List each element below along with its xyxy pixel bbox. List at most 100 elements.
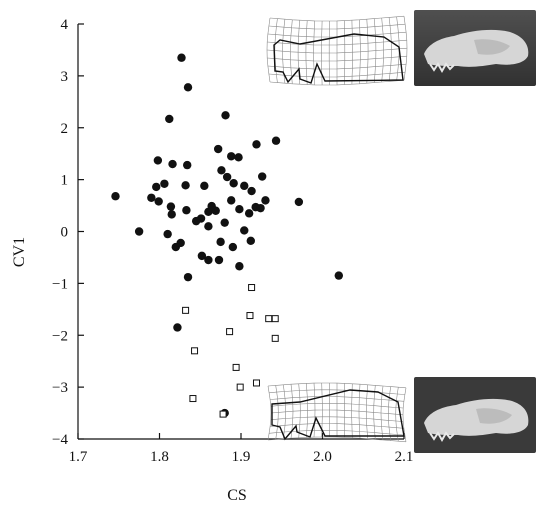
grid-line — [359, 19, 361, 84]
data-point-filled — [220, 218, 229, 227]
y-tick-label: 0 — [61, 225, 69, 241]
skull-photo-bottom — [414, 377, 536, 453]
data-point-filled — [182, 206, 191, 215]
data-point-filled — [183, 272, 193, 282]
skull-photo-icon — [414, 10, 536, 86]
x-tick-label: 1.8 — [150, 449, 169, 465]
x-tick-label: 1.7 — [69, 449, 88, 465]
y-tick-label: −2 — [52, 328, 68, 344]
grid-line — [358, 384, 361, 439]
data-point-filled — [240, 226, 249, 235]
data-point-filled — [217, 166, 226, 175]
data-point-open — [271, 315, 279, 323]
data-point-open — [271, 334, 279, 342]
data-point-filled — [154, 197, 163, 206]
data-point-filled — [163, 229, 172, 239]
y-tick-label: −3 — [52, 380, 68, 396]
ticks — [77, 23, 405, 440]
grid-line — [387, 386, 391, 441]
x-tick-label: 2.1 — [395, 449, 414, 465]
data-point-filled — [167, 210, 176, 219]
data-point-filled — [252, 140, 261, 149]
data-point-filled — [247, 186, 256, 196]
y-tick-label: −4 — [52, 432, 68, 448]
data-point-filled — [257, 172, 267, 181]
data-point-filled — [197, 251, 207, 261]
data-point-filled — [228, 242, 238, 252]
data-point-filled — [204, 222, 213, 231]
data-point-open — [189, 395, 197, 403]
grid-line — [373, 385, 376, 440]
x-tick-label: 1.9 — [232, 449, 251, 465]
data-point-filled — [111, 192, 120, 201]
data-point-filled — [204, 255, 213, 265]
data-point-filled — [221, 111, 230, 120]
y-axis-label: CV1 — [11, 237, 28, 267]
y-tick-label: 4 — [61, 17, 69, 33]
data-point-open — [248, 284, 256, 292]
data-point-filled — [214, 255, 224, 265]
y-tick-label: −1 — [52, 276, 68, 292]
data-point-filled — [147, 193, 156, 202]
grid-line — [305, 20, 308, 85]
data-point-filled — [160, 179, 169, 188]
grid-line — [388, 17, 392, 82]
grid-line — [267, 385, 272, 441]
data-point-filled — [256, 203, 265, 213]
data-point-open — [232, 363, 240, 371]
data-point-filled — [200, 181, 209, 191]
landmark-outline — [271, 389, 405, 441]
x-tick-label: 2.0 — [313, 449, 332, 465]
data-point-filled — [234, 153, 243, 162]
data-point-filled — [165, 114, 174, 124]
data-point-filled — [166, 202, 176, 211]
data-point-filled — [261, 196, 270, 205]
data-point-filled — [216, 237, 225, 247]
data-point-filled — [246, 236, 255, 246]
y-tick-label: 2 — [61, 121, 69, 137]
grid-line — [365, 384, 368, 439]
data-point-open — [191, 347, 199, 355]
data-point-open — [246, 312, 254, 320]
data-point-open — [219, 410, 227, 418]
data-point-filled — [176, 238, 185, 248]
data-point-filled — [168, 159, 177, 169]
data-point-open — [236, 383, 244, 391]
grid-line — [351, 20, 353, 85]
data-point-filled — [240, 181, 249, 191]
data-point-filled — [235, 204, 244, 214]
grid-line — [395, 387, 399, 442]
data-point-filled — [227, 196, 236, 205]
data-point-filled — [235, 262, 244, 271]
data-point-filled — [207, 201, 216, 211]
data-point-filled — [294, 197, 304, 207]
deformation-grid-negative — [267, 382, 407, 443]
deformation-grid-positive — [266, 15, 408, 86]
grid-line — [380, 385, 384, 441]
data-point-filled — [222, 172, 232, 182]
skull-photo-icon — [414, 377, 536, 453]
data-point-filled — [213, 144, 223, 154]
data-point-filled — [173, 323, 182, 332]
skull-photo-top — [414, 10, 536, 86]
grid-line — [381, 17, 385, 83]
grid-line — [373, 18, 377, 83]
data-point-filled — [134, 227, 144, 236]
data-point-filled — [227, 152, 236, 161]
data-point-filled — [271, 136, 281, 145]
data-points — [111, 53, 343, 418]
x-axis-label: CS — [227, 487, 247, 504]
grid-line — [290, 384, 294, 439]
grid-line — [351, 383, 353, 438]
data-point-filled — [334, 271, 343, 280]
grid-line — [298, 383, 301, 438]
grid-line — [321, 382, 323, 438]
grid-line — [269, 15, 405, 22]
grid-line — [283, 384, 287, 439]
grid-line — [366, 19, 369, 84]
data-point-open — [226, 328, 234, 336]
data-point-filled — [183, 83, 193, 92]
grid-line — [306, 383, 309, 438]
data-point-filled — [177, 53, 186, 62]
tick-labels: 1.7 1.8 1.9 2.0 2.1 −4 −3 −2 −1 0 1 2 3 4 — [52, 17, 413, 465]
